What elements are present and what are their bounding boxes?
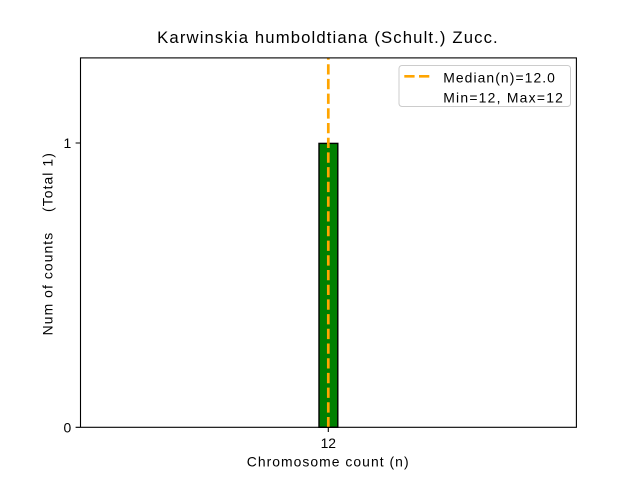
svg-text:Median(n)=12.0: Median(n)=12.0 <box>443 70 556 86</box>
svg-text:12: 12 <box>321 435 337 451</box>
svg-text:Num of counts (Total 1): Num of counts (Total 1) <box>40 152 56 335</box>
svg-text:0: 0 <box>63 419 71 435</box>
svg-text:Karwinskia humboldtiana (Schul: Karwinskia humboldtiana (Schult.) Zucc. <box>157 28 499 47</box>
svg-text:1: 1 <box>63 135 71 151</box>
svg-text:Min=12, Max=12: Min=12, Max=12 <box>443 90 564 106</box>
svg-text:Chromosome count (n): Chromosome count (n) <box>247 453 410 469</box>
